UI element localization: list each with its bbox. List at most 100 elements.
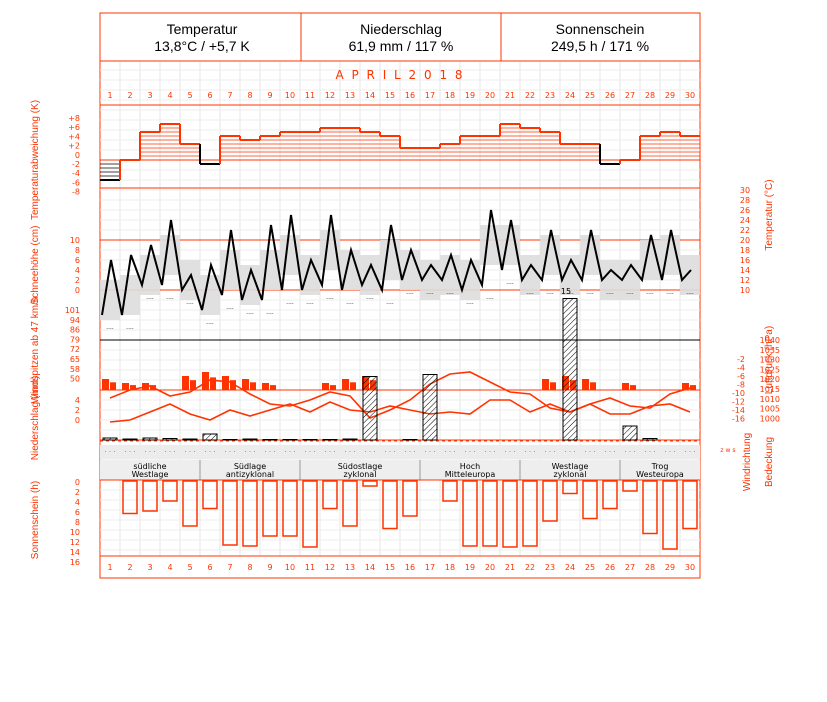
sunshine-bar (342, 480, 358, 527)
winddir-dots: . . . (224, 446, 235, 454)
sunshine-bar (282, 480, 298, 537)
day-label-bottom: 19 (465, 563, 475, 572)
wind-peak-bar (682, 383, 689, 390)
precip-bar (302, 439, 318, 441)
winddir-dots: . . . (664, 446, 675, 454)
temp-min-mark: .... (486, 294, 494, 301)
precip-bar (262, 439, 278, 441)
day-label-bottom: 3 (147, 563, 152, 572)
snow-axis-label: Schneehöhe (cm) (30, 226, 41, 305)
precip-tick: 0 (75, 416, 80, 425)
day-label-bottom: 25 (585, 563, 595, 572)
temp-tick: 16 (740, 256, 750, 265)
wind-peak-bar (230, 380, 236, 390)
day-label-top: 20 (485, 91, 495, 100)
winddir-dots: . . . (384, 446, 395, 454)
sunshine-bar (622, 480, 638, 492)
precip-bar (182, 438, 198, 441)
precip-bar (222, 439, 238, 441)
day-label-top: 15 (385, 91, 395, 100)
day-label-top: 28 (645, 91, 655, 100)
precip-axis-label: Niederschlag (mm) (30, 376, 41, 460)
precip-bar (422, 374, 438, 441)
anomaly-tick: -4 (72, 169, 80, 178)
header-temperature: Temperatur 13,8°C / +5,7 K (103, 13, 301, 61)
wind-peak-bar (222, 376, 229, 390)
weather-type-line1: Hoch (460, 462, 480, 471)
temp-tick: 20 (740, 236, 750, 245)
day-label-top: 14 (365, 91, 375, 100)
temp-min-mark: .... (546, 289, 554, 296)
wind-peak-bar (330, 385, 336, 390)
wind-peak-bar (130, 385, 136, 390)
day-label-top: 26 (605, 91, 615, 100)
temp-tick: 26 (740, 206, 750, 215)
winddir-dots: . . . (164, 446, 175, 454)
sunshine-bar (182, 480, 198, 527)
anomaly-tick: -6 (72, 178, 80, 187)
sunshine-bar (382, 480, 398, 530)
temp-tick: 30 (740, 186, 750, 195)
temp-tick: 24 (740, 216, 750, 225)
weather-type-line1: Südostlage (338, 462, 383, 471)
wind-peak-bar (582, 379, 589, 390)
wind-tick: 86 (70, 326, 80, 335)
day-label-top: 16 (405, 91, 415, 100)
winddir-dots: . . . (284, 446, 295, 454)
sunshine-bar (302, 480, 318, 548)
day-label-top: 3 (147, 91, 152, 100)
winddir-dots: . . . (544, 446, 555, 454)
day-label-top: 11 (305, 91, 315, 100)
wind-peak-bar (690, 385, 696, 390)
precip-bar (242, 438, 258, 441)
anomaly-tick: 0 (75, 151, 80, 160)
day-label-bottom: 20 (485, 563, 495, 572)
wind-tick: 65 (70, 355, 80, 364)
wind-tick: 79 (70, 335, 80, 344)
snow-tick: 6 (75, 256, 80, 265)
sunshine-bar (202, 480, 218, 510)
day-label-bottom: 9 (267, 563, 272, 572)
winddir-dots: . . . (364, 446, 375, 454)
sunshine-bar (582, 480, 598, 520)
precip-bar (162, 438, 178, 441)
wind-peak-bar (110, 382, 116, 390)
day-label-bottom: 10 (285, 563, 295, 572)
sunshine-bar (242, 480, 258, 547)
winddir-dots: . . . (444, 446, 455, 454)
precip-tick: 2 (75, 406, 80, 415)
lower-temp-tick: -2 (737, 355, 745, 364)
day-label-top: 1 (107, 91, 112, 100)
snow-tick: 2 (75, 276, 80, 285)
weather-type-line1: Südlage (234, 462, 266, 471)
winddir-dots: . . . (404, 446, 415, 454)
temp-min-mark: .... (186, 299, 194, 306)
day-label-top: 18 (445, 91, 455, 100)
sunshine-tick: 14 (70, 548, 80, 557)
sunshine-tick: 2 (75, 488, 80, 497)
temp-min-mark: .... (146, 294, 154, 301)
pressure-tick: 1015 (760, 385, 780, 394)
weather-type-line2: Westeuropa (636, 470, 684, 479)
lower-temp-tick: -4 (737, 364, 745, 373)
day-label-top: 19 (465, 91, 475, 100)
wind-peak-bar (550, 382, 556, 390)
winddir-dots: . . . (484, 446, 495, 454)
day-label-bottom: 16 (405, 563, 415, 572)
anomaly-tick: +2 (68, 142, 80, 151)
temp-normal-band (120, 275, 140, 315)
day-label-bottom: 5 (187, 563, 192, 572)
precip-bar (102, 437, 118, 441)
temp-min-mark: .... (266, 309, 274, 316)
anomaly-tick: +8 (68, 114, 80, 123)
weather-type-line2: antizyklonal (226, 470, 274, 479)
day-label-bottom: 17 (425, 563, 435, 572)
day-label-bottom: 13 (345, 563, 355, 572)
sunshine-bar (682, 480, 698, 530)
day-label-top: 13 (345, 91, 355, 100)
temp-normal-band (560, 255, 580, 295)
temp-normal-band (140, 255, 160, 295)
sunshine-tick: 10 (70, 528, 80, 537)
sunshine-summary: 249,5 h / 171 % (550, 38, 650, 54)
precip-bar (642, 438, 658, 441)
